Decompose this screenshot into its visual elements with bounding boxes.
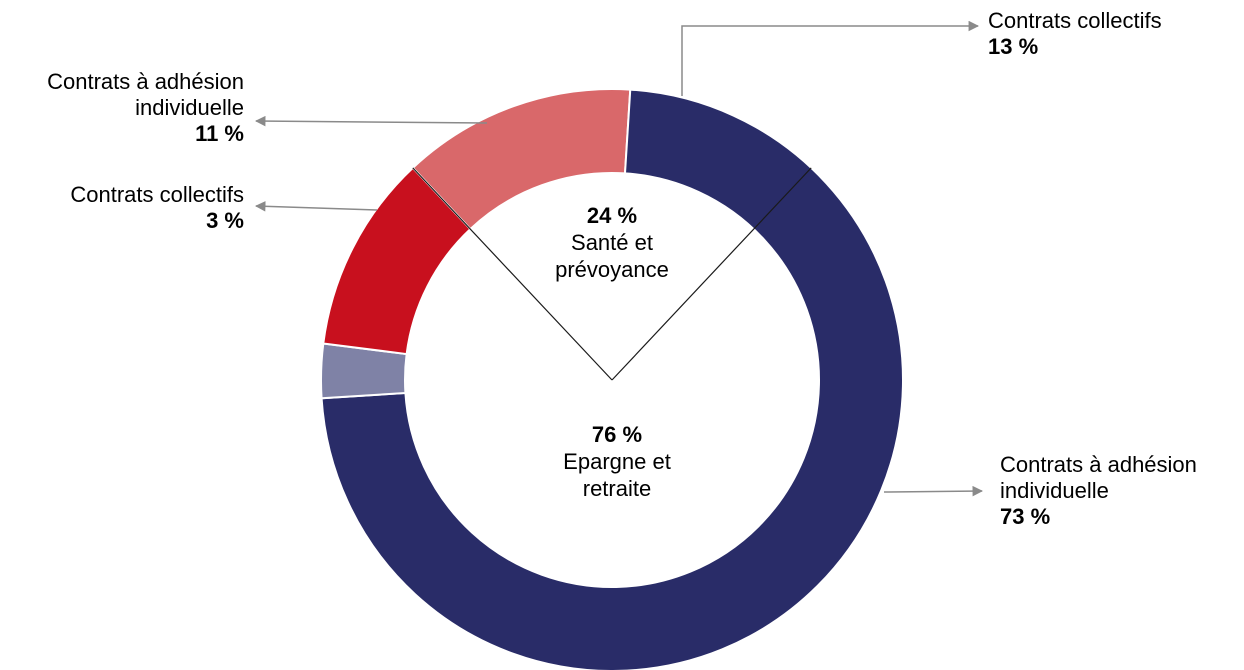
- label-text: Contrats à adhésion: [1000, 452, 1197, 477]
- center-percent: 24 %: [586, 203, 638, 228]
- center-label-epargne: 76 % Epargne et retraite: [517, 421, 717, 502]
- center-text: retraite: [582, 476, 652, 501]
- wedge-line-right: [611, 167, 812, 381]
- label-percent: 73 %: [1000, 504, 1051, 529]
- leader-line-sante-individuels: [254, 115, 488, 127]
- center-text: Epargne et: [563, 449, 671, 474]
- label-sante-contrats-collectifs: Contrats collectifs 13 %: [988, 8, 1162, 60]
- label-epargne-contrats-collectifs: Contrats collectifs 3 %: [70, 182, 244, 234]
- sante-prevoyance-wedge-outline: [412, 167, 812, 381]
- wedge-line-left: [412, 167, 613, 381]
- label-percent: 13 %: [988, 34, 1039, 59]
- center-text: Santé et: [571, 230, 653, 255]
- label-text: Contrats collectifs: [988, 8, 1162, 33]
- center-label-sante: 24 % Santé et prévoyance: [512, 202, 712, 283]
- label-sante-contrats-individuels: Contrats à adhésion individuelle 11 %: [47, 69, 244, 147]
- center-text: prévoyance: [555, 257, 669, 282]
- label-epargne-contrats-individuels: Contrats à adhésion individuelle 73 %: [1000, 452, 1197, 530]
- label-text: Contrats collectifs: [70, 182, 244, 207]
- label-text: Contrats à adhésion: [47, 69, 244, 94]
- leader-line-epargne-collectifs: [254, 201, 378, 212]
- label-text: individuelle: [1000, 478, 1109, 503]
- donut-slice-epargne-individuels: [320, 88, 904, 670]
- label-percent: 11 %: [195, 121, 244, 146]
- label-percent: 3 %: [206, 208, 244, 233]
- center-percent: 76 %: [591, 422, 643, 447]
- leader-line-sante-collectifs: [681, 20, 980, 96]
- label-text: individuelle: [135, 95, 244, 120]
- leader-line-epargne-individuels: [883, 485, 984, 497]
